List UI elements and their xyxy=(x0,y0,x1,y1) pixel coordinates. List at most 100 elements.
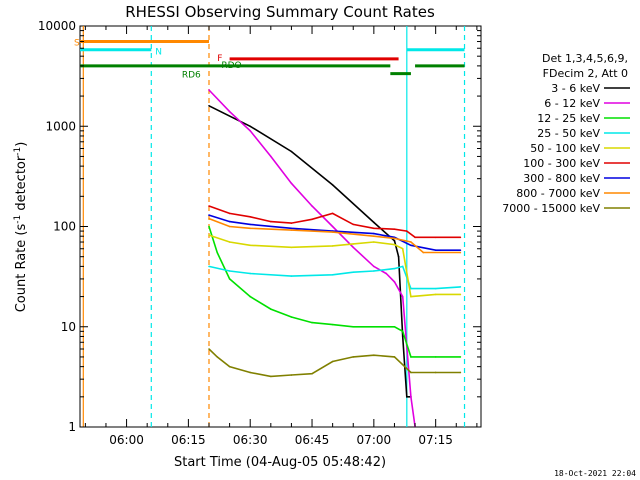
series-point xyxy=(352,246,355,249)
x-tick-label: 07:15 xyxy=(418,433,453,447)
series-point xyxy=(249,295,252,298)
series-line xyxy=(208,217,461,254)
series-line xyxy=(208,265,461,290)
series-point xyxy=(270,375,272,378)
series-point xyxy=(373,241,375,243)
legend-label: 7000 - 15000 keV xyxy=(502,202,600,215)
y-axis: 1 10 100 1000 10000 xyxy=(38,19,481,434)
flag-label-rdo: RDO xyxy=(221,61,241,71)
series-point xyxy=(228,110,231,113)
series-point xyxy=(459,236,462,239)
series-point xyxy=(401,330,404,333)
series-point xyxy=(290,229,293,231)
series-point xyxy=(290,316,293,318)
series-point xyxy=(311,205,313,207)
series-point xyxy=(373,325,375,328)
legend: Det 1,3,4,5,6,9, FDecim 2, Att 0 3 - 6 k… xyxy=(502,52,630,215)
series-point xyxy=(434,287,437,290)
series-line xyxy=(208,214,461,251)
series-point xyxy=(311,372,313,375)
series-point xyxy=(249,272,252,275)
series-point xyxy=(410,371,412,374)
y-tick-label: 100 xyxy=(53,220,76,234)
series-point xyxy=(249,223,252,226)
series-point xyxy=(290,227,293,230)
series-point xyxy=(410,295,412,298)
series-point xyxy=(459,293,462,296)
series-point xyxy=(385,272,388,275)
series-point xyxy=(373,232,375,235)
series-point xyxy=(410,241,412,243)
series-point xyxy=(249,130,252,132)
series-point xyxy=(290,246,293,249)
series-point xyxy=(406,230,408,232)
series-point xyxy=(331,212,334,215)
series-line xyxy=(208,89,416,427)
chart-title: RHESSI Observing Summary Count Rates xyxy=(125,3,435,21)
series-point xyxy=(290,222,293,224)
series-point xyxy=(393,325,396,328)
series-point xyxy=(459,286,462,288)
x-tick-label: 06:15 xyxy=(171,433,206,447)
legend-label: 100 - 300 keV xyxy=(523,157,600,170)
legend-label: 800 - 7000 keV xyxy=(516,187,600,200)
series-point xyxy=(331,360,334,363)
series-point xyxy=(249,227,252,230)
series-point xyxy=(393,240,396,242)
series-point xyxy=(216,251,219,254)
y-tick-label: 10 xyxy=(61,320,76,334)
series-point xyxy=(373,221,375,224)
series-point xyxy=(290,182,293,185)
series-line xyxy=(208,205,461,239)
series-point xyxy=(208,217,210,220)
series-point xyxy=(331,273,334,276)
series-point xyxy=(331,323,334,326)
series-point xyxy=(410,244,412,247)
series-point xyxy=(228,225,231,228)
x-axis-label: Start Time (04-Aug-05 05:48:42) xyxy=(174,455,386,470)
series-point xyxy=(401,335,404,338)
series-point xyxy=(459,249,462,252)
series-point xyxy=(228,278,231,280)
legend-header-line-2: FDecim 2, Att 0 xyxy=(543,67,628,80)
series-point xyxy=(434,356,437,358)
series-point xyxy=(311,218,313,221)
series-point xyxy=(228,220,231,223)
series-point xyxy=(373,235,375,238)
series-point xyxy=(459,356,462,358)
series-point xyxy=(352,356,355,358)
series-point xyxy=(228,212,231,215)
series-point xyxy=(208,89,210,91)
series-point xyxy=(216,356,219,358)
flag-label-s: S xyxy=(74,39,80,49)
series-line xyxy=(208,234,461,298)
series-point xyxy=(406,396,408,398)
x-tick-label: 06:30 xyxy=(233,433,268,447)
series-point xyxy=(331,231,334,233)
series-point xyxy=(393,228,396,230)
series-point xyxy=(270,155,272,158)
legend-label: 300 - 800 keV xyxy=(523,172,600,185)
x-tick-label: 06:00 xyxy=(109,433,144,447)
series-point xyxy=(410,287,412,290)
series-line xyxy=(208,105,411,398)
legend-label: 6 - 12 keV xyxy=(544,97,600,110)
series-point xyxy=(434,371,437,374)
series-point xyxy=(373,227,375,230)
series-point xyxy=(401,295,404,298)
series-point xyxy=(393,267,396,270)
series-point xyxy=(414,236,416,239)
footer-date: 18-Oct-2021 22:04 xyxy=(554,469,636,478)
x-axis: 06:00 06:15 06:30 06:45 07:00 07:15 xyxy=(84,26,478,447)
series-point xyxy=(410,396,412,398)
series-point xyxy=(208,234,210,236)
series-point xyxy=(352,243,355,245)
flag-label-n: N xyxy=(155,48,162,58)
series-point xyxy=(290,150,293,153)
legend-label: 50 - 100 keV xyxy=(530,142,600,155)
series-point xyxy=(249,371,252,374)
series-point xyxy=(208,214,210,216)
series-point xyxy=(249,215,252,218)
